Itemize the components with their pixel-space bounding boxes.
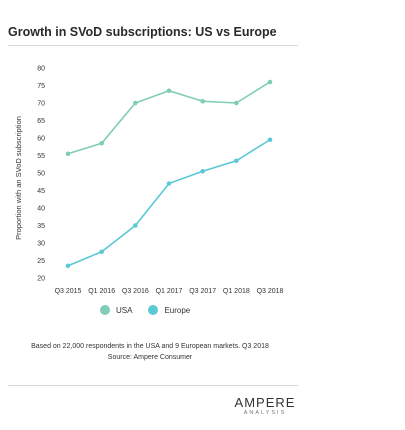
legend-item-usa: USA bbox=[100, 305, 132, 315]
data-point-usa bbox=[133, 100, 138, 106]
series-points bbox=[65, 79, 273, 269]
title-divider bbox=[8, 45, 298, 46]
data-point-usa bbox=[166, 88, 172, 94]
x-tick-label: Q1 2016 bbox=[88, 288, 115, 295]
y-tick-label: 35 bbox=[37, 223, 45, 230]
x-tick-label: Q1 2017 bbox=[156, 288, 183, 295]
data-point-europe bbox=[133, 223, 138, 228]
data-point-usa bbox=[65, 151, 71, 157]
legend-label-usa: USA bbox=[116, 305, 133, 315]
logo-subtext: ANALYSIS bbox=[243, 410, 287, 416]
y-tick-label: 55 bbox=[37, 153, 45, 160]
x-tick-label: Q3 2015 bbox=[55, 288, 82, 295]
y-axis-label: Proportion with an SVoD subscription bbox=[14, 116, 23, 240]
data-point-usa bbox=[99, 140, 104, 146]
europe-swatch-icon bbox=[148, 305, 159, 315]
data-point-europe bbox=[200, 168, 205, 174]
footnote: Based on 22,000 respondents in the USA a… bbox=[31, 343, 269, 350]
y-tick-label: 45 bbox=[37, 188, 45, 195]
y-tick-label: 40 bbox=[37, 206, 45, 213]
data-point-usa bbox=[267, 79, 273, 85]
series-line-europe bbox=[67, 139, 271, 267]
x-tick-label: Q3 2017 bbox=[189, 288, 216, 295]
data-point-usa bbox=[200, 98, 205, 104]
x-axis-ticks: Q3 2015 Q1 2016 Q3 2016 Q1 2017 Q3 2017 Q1 20… bbox=[55, 288, 284, 295]
logo-text: AMPERE bbox=[234, 395, 296, 410]
legend-item-europe: Europe bbox=[148, 305, 190, 315]
y-tick-label: 65 bbox=[37, 118, 45, 125]
data-point-europe bbox=[65, 263, 71, 269]
y-tick-label: 60 bbox=[37, 136, 45, 143]
ampere-logo: AMPERE ANALYSIS bbox=[230, 395, 300, 416]
chart-title: Growth in SVoD subscriptions: US vs Euro… bbox=[8, 25, 277, 39]
x-tick-label: Q1 2018 bbox=[223, 288, 250, 295]
x-tick-label: Q3 2018 bbox=[257, 288, 284, 295]
y-tick-label: 50 bbox=[37, 171, 45, 178]
data-point-europe bbox=[166, 181, 172, 186]
y-axis-ticks: 20 25 30 35 40 45 50 55 60 65 70 75 80 bbox=[37, 66, 45, 283]
x-tick-label: Q3 2016 bbox=[122, 288, 149, 295]
y-tick-label: 70 bbox=[37, 101, 45, 108]
y-tick-label: 25 bbox=[37, 258, 45, 265]
line-chart: 20 25 30 35 40 45 50 55 60 65 70 75 80 Q3 2015 Q1 201… bbox=[14, 66, 284, 296]
y-tick-label: 20 bbox=[37, 276, 45, 283]
usa-swatch-icon bbox=[100, 305, 110, 315]
source-note: Source: Ampere Consumer bbox=[107, 354, 193, 361]
series-lines bbox=[67, 81, 271, 267]
footer-divider bbox=[8, 385, 298, 386]
data-point-europe bbox=[234, 158, 239, 164]
data-point-europe bbox=[267, 137, 273, 143]
y-tick-label: 30 bbox=[37, 241, 45, 248]
legend-label-europe: Europe bbox=[164, 305, 191, 315]
data-point-usa bbox=[234, 100, 239, 106]
data-point-europe bbox=[99, 249, 104, 255]
chart-legend: USA Europe bbox=[100, 305, 190, 315]
y-tick-label: 80 bbox=[37, 66, 45, 73]
y-tick-label: 75 bbox=[37, 83, 45, 90]
